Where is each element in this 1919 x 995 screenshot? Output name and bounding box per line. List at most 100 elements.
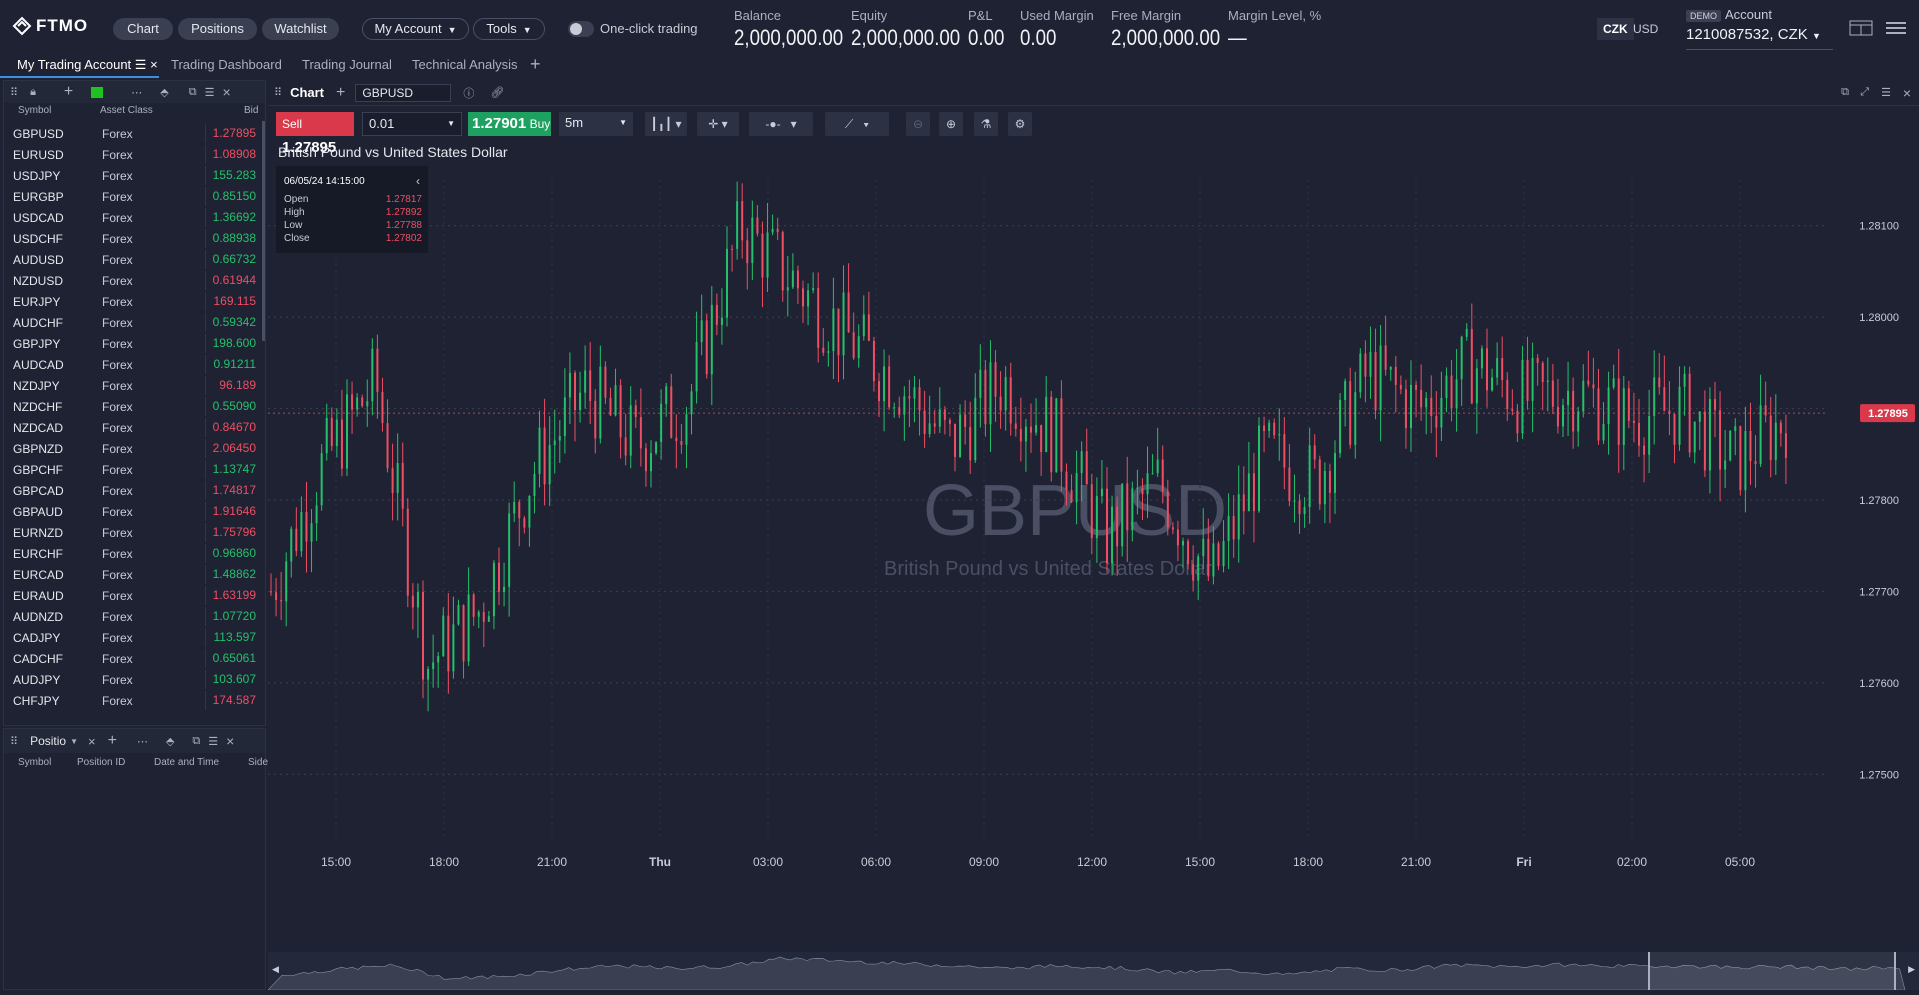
watchlist-row[interactable]: EURAUD Forex 1.63199 bbox=[4, 585, 265, 606]
watchlist-row[interactable]: EURJPY Forex 169.115 bbox=[4, 291, 265, 312]
zoom-in-button[interactable]: ⊕ bbox=[939, 112, 963, 136]
settings-button[interactable]: ⚙ bbox=[1008, 112, 1032, 136]
sell-button[interactable]: Sell 1.27895 bbox=[276, 112, 354, 156]
watchlist-row[interactable]: EURUSD Forex 1.08908 bbox=[4, 144, 265, 165]
watchlist-row[interactable]: USDCHF Forex 0.88938 bbox=[4, 228, 265, 249]
lock-icon[interactable]: 🔒︎ bbox=[30, 85, 36, 98]
watchlist-row[interactable]: CADCHF Forex 0.65061 bbox=[4, 648, 265, 669]
watchlist-row[interactable]: NZDUSD Forex 0.61944 bbox=[4, 270, 265, 291]
row-bid[interactable]: 0.61944 bbox=[205, 271, 260, 290]
row-bid[interactable]: 1.75796 bbox=[205, 523, 260, 542]
account-selector[interactable]: DEMO Account 1210087532, CZK ▼ bbox=[1686, 6, 1833, 50]
watchlist-row[interactable]: CADJPY Forex 113.597 bbox=[4, 627, 265, 648]
row-bid[interactable]: 1.74817 bbox=[205, 481, 260, 500]
watchlist-row[interactable]: USDCAD Forex 1.36692 bbox=[4, 207, 265, 228]
row-bid[interactable]: 198.600 bbox=[205, 334, 260, 353]
add-icon[interactable]: + bbox=[336, 83, 346, 101]
watchlist-row[interactable]: EURCHF Forex 0.96860 bbox=[4, 543, 265, 564]
tools-menu[interactable]: Tools ▼ bbox=[473, 18, 545, 40]
watchlist-row[interactable]: EURGBP Forex 0.85150 bbox=[4, 186, 265, 207]
info-icon[interactable]: ⓘ bbox=[463, 87, 475, 100]
split-icon[interactable]: ⬘ bbox=[165, 735, 175, 748]
navigator-range-handle[interactable] bbox=[1648, 952, 1896, 990]
currency-usd-button[interactable]: USD bbox=[1633, 22, 1659, 36]
candlestick-chart[interactable]: 1.281001.280001.279001.278001.277001.276… bbox=[268, 180, 1919, 890]
chart-type-button[interactable]: ┃╻┃ ▾ bbox=[645, 112, 687, 136]
row-bid[interactable]: 0.59342 bbox=[205, 313, 260, 332]
col-symbol[interactable]: Symbol bbox=[18, 757, 52, 768]
watchlist-row[interactable]: GBPJPY Forex 198.600 bbox=[4, 333, 265, 354]
watchlist-row[interactable]: USDJPY Forex 155.283 bbox=[4, 165, 265, 186]
watchlist-row[interactable]: GBPCHF Forex 1.13747 bbox=[4, 459, 265, 480]
watchlist-row[interactable]: GBPUSD Forex 1.27895 bbox=[4, 123, 265, 144]
maximize-icon[interactable]: ⤢ bbox=[1860, 86, 1869, 98]
row-bid[interactable]: 0.55090 bbox=[205, 397, 260, 416]
row-bid[interactable]: 1.36692 bbox=[205, 208, 260, 227]
row-bid[interactable]: 1.48862 bbox=[205, 565, 260, 584]
tab-technical-analysis[interactable]: Technical Analysis bbox=[412, 57, 518, 72]
row-bid[interactable]: 0.88938 bbox=[205, 229, 260, 248]
drag-handle-icon[interactable]: ⠿ bbox=[274, 87, 283, 99]
col-date-time[interactable]: Date and Time bbox=[154, 757, 220, 768]
col-position-id[interactable]: Position ID bbox=[77, 757, 126, 768]
close-icon[interactable]: × bbox=[1902, 84, 1911, 101]
collapse-icon[interactable]: ‹ bbox=[416, 174, 420, 188]
color-link-icon[interactable] bbox=[91, 86, 104, 98]
row-bid[interactable]: 0.66732 bbox=[205, 250, 260, 269]
row-bid[interactable]: 1.08908 bbox=[205, 145, 260, 164]
detach-icon[interactable]: ⧉ bbox=[1841, 86, 1849, 98]
row-bid[interactable]: 0.65061 bbox=[205, 649, 260, 668]
menu-icon[interactable]: ☰ bbox=[134, 57, 147, 72]
row-bid[interactable]: 1.13747 bbox=[205, 460, 260, 479]
scrollbar[interactable] bbox=[262, 121, 265, 341]
drawing-tools-button[interactable]: ⟋ ▾ bbox=[825, 112, 889, 136]
watchlist-row[interactable]: NZDJPY Forex 96.189 bbox=[4, 375, 265, 396]
menu-icon[interactable] bbox=[1884, 20, 1908, 36]
tab-trading-journal[interactable]: Trading Journal bbox=[302, 57, 392, 72]
add-icon[interactable]: + bbox=[63, 83, 74, 100]
watchlist-row[interactable]: AUDCAD Forex 0.91211 bbox=[4, 354, 265, 375]
row-bid[interactable]: 0.85150 bbox=[205, 187, 260, 206]
row-bid[interactable]: 1.91646 bbox=[205, 502, 260, 521]
row-bid[interactable]: 0.96860 bbox=[205, 544, 260, 563]
add-icon[interactable]: + bbox=[107, 732, 117, 749]
watchlist-row[interactable]: NZDCAD Forex 0.84670 bbox=[4, 417, 265, 438]
watchlist-row[interactable]: AUDJPY Forex 103.607 bbox=[4, 669, 265, 690]
watchlist-row[interactable]: NZDCHF Forex 0.55090 bbox=[4, 396, 265, 417]
chart-panel-title[interactable]: Chart bbox=[290, 85, 325, 100]
drag-handle-icon[interactable]: ⠿ bbox=[10, 735, 19, 748]
menu-icon[interactable]: ☰ bbox=[204, 86, 215, 99]
quantity-select[interactable]: 0.01 ▼ bbox=[362, 112, 462, 136]
row-bid[interactable]: 96.189 bbox=[205, 376, 260, 395]
row-bid[interactable]: 1.27895 bbox=[205, 124, 260, 143]
one-click-toggle[interactable] bbox=[568, 21, 594, 37]
col-asset-class[interactable]: Asset Class bbox=[100, 105, 153, 116]
watchlist-row[interactable]: AUDNZD Forex 1.07720 bbox=[4, 606, 265, 627]
col-side[interactable]: Side bbox=[248, 757, 269, 768]
more-icon[interactable]: ⋯ bbox=[131, 86, 143, 99]
close-icon[interactable]: × bbox=[226, 733, 235, 749]
close-icon[interactable]: × bbox=[88, 733, 96, 749]
indicators-button[interactable]: -●- ▾ bbox=[749, 112, 813, 136]
more-icon[interactable]: ⋯ bbox=[136, 735, 148, 748]
row-bid[interactable]: 2.06450 bbox=[205, 439, 260, 458]
buy-button[interactable]: 1.27901 Buy bbox=[468, 112, 551, 136]
watchlist-row[interactable]: CHFJPY Forex 174.587 bbox=[4, 690, 265, 711]
scroll-right-icon[interactable]: ▶ bbox=[1908, 964, 1915, 974]
crosshair-button[interactable]: ✛ ▾ bbox=[697, 112, 739, 136]
tab-my-trading-account[interactable]: My Trading Account ☰ × bbox=[0, 56, 159, 78]
detach-icon[interactable]: ⧉ bbox=[192, 734, 201, 747]
row-bid[interactable]: 155.283 bbox=[205, 166, 260, 185]
watchlist-row[interactable]: EURNZD Forex 1.75796 bbox=[4, 522, 265, 543]
symbol-input[interactable]: GBPUSD bbox=[355, 83, 452, 102]
lab-button[interactable]: ⚗ bbox=[974, 112, 998, 136]
drag-handle-icon[interactable]: ⠿ bbox=[10, 86, 19, 99]
layout-icon[interactable] bbox=[1849, 20, 1873, 36]
scroll-left-icon[interactable]: ◀ bbox=[272, 964, 279, 974]
ftmo-logo[interactable]: FTMO bbox=[12, 16, 88, 36]
row-bid[interactable]: 113.597 bbox=[205, 628, 260, 647]
nav-chart-button[interactable]: Chart bbox=[113, 18, 173, 40]
menu-icon[interactable]: ☰ bbox=[1881, 87, 1891, 99]
watchlist-row[interactable]: GBPAUD Forex 1.91646 bbox=[4, 501, 265, 522]
navigator-pane[interactable]: ◀ ▶ bbox=[267, 952, 1919, 991]
